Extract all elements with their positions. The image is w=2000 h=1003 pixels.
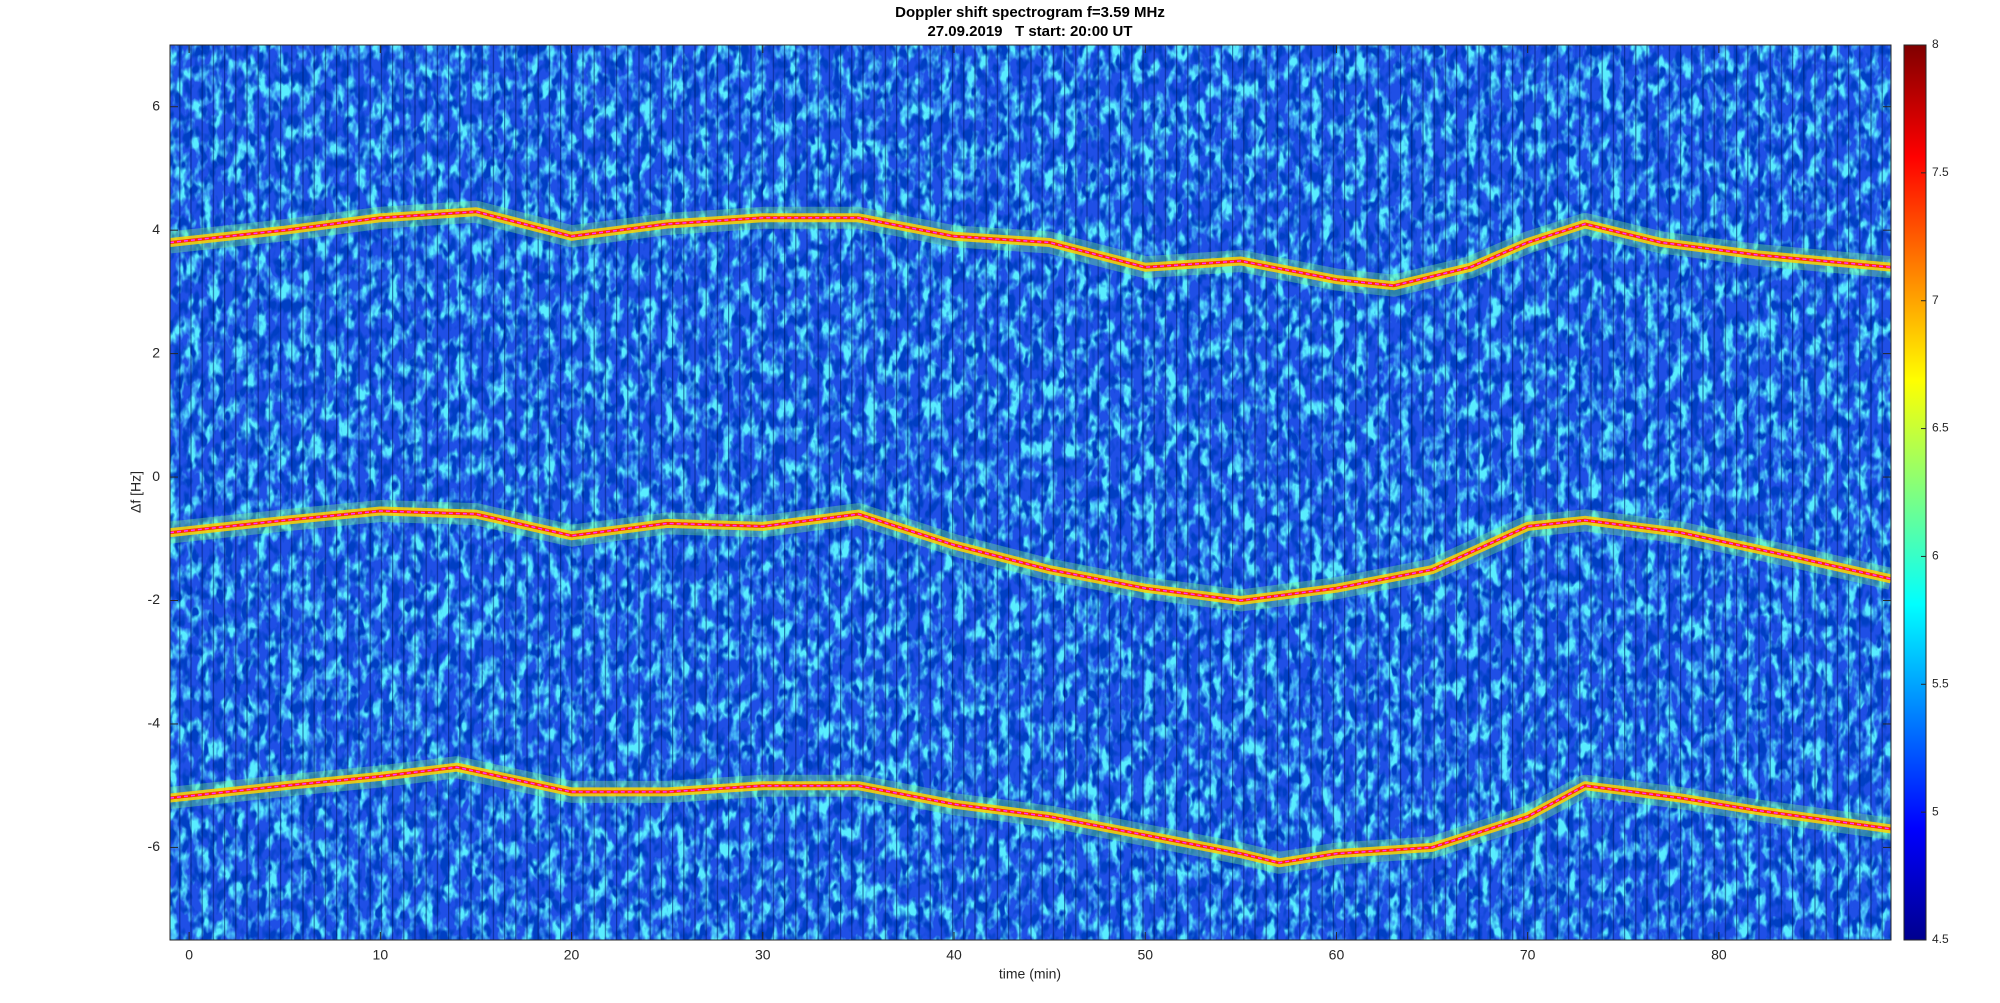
y-tick-label: 2 [152,344,160,360]
spectrogram-background [170,45,1891,940]
colorbar-tick-label: 7 [1932,293,1939,307]
chart-title: Doppler shift spectrogram f=3.59 MHz [895,4,1165,21]
plot-frame [169,44,1892,941]
colorbar-tick-label: 7.5 [1932,165,1949,179]
x-tick-label: 40 [946,947,962,963]
traces [170,200,1891,874]
colorbar-tick-label: 4.5 [1932,932,1949,946]
y-tick-label: 4 [152,221,160,237]
colorbar [1903,44,1927,941]
chart-subtitle: 27.09.2019 T start: 20:00 UT [927,23,1132,40]
colorbar-tick-label: 6.5 [1932,421,1949,435]
x-tick-label: 50 [1137,947,1153,963]
colorbar-tick-label: 5.5 [1932,676,1949,690]
trace-line [170,510,1891,602]
x-tick-label: 0 [185,947,193,963]
x-axis-label: time (min) [999,966,1061,982]
trace-line [170,210,1891,287]
y-tick-label: 0 [152,468,160,484]
x-tick-label: 10 [373,947,389,963]
x-tick-label: 30 [755,947,771,963]
x-tick-label: 20 [564,947,580,963]
x-tick-label: 70 [1520,947,1536,963]
x-tick-label: 80 [1711,947,1727,963]
colorbar-tick-label: 8 [1932,37,1939,51]
y-axis-label: Δf [Hz] [128,471,144,513]
colorbar-tick-label: 6 [1932,549,1939,563]
y-tick-label: -6 [148,838,161,854]
y-tick-label: 6 [152,97,160,113]
colorbar-tick-label: 5 [1932,804,1939,818]
y-tick-label: -4 [148,715,161,731]
trace-line [170,766,1891,864]
y-tick-label: -2 [148,591,161,607]
x-tick-label: 60 [1329,947,1345,963]
